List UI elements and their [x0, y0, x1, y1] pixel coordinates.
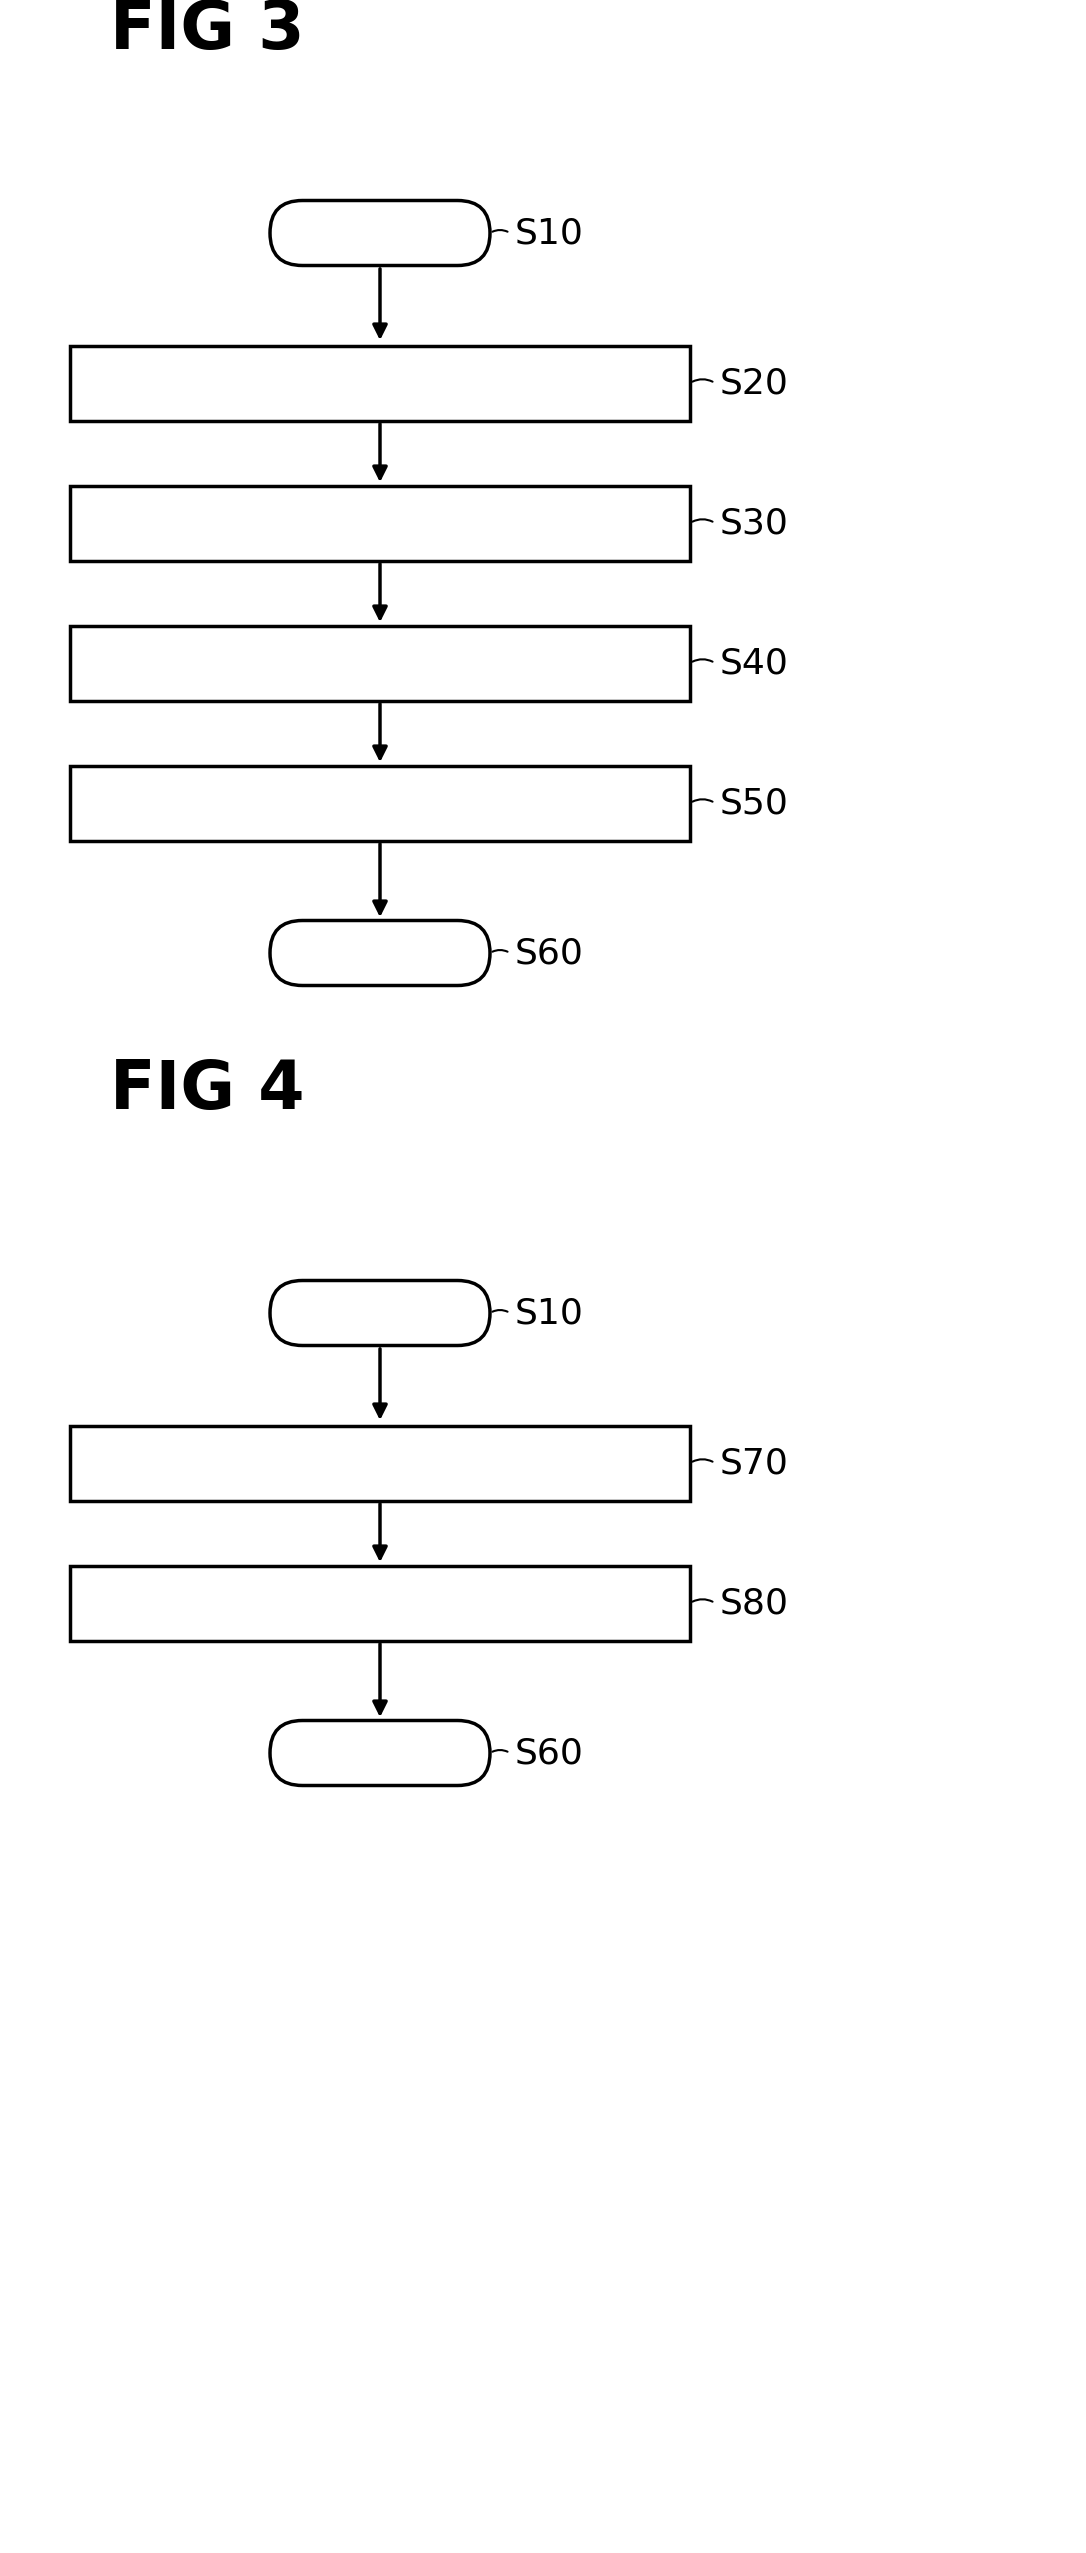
Text: FIG 4: FIG 4 — [110, 1057, 304, 1123]
Bar — [70, 766, 690, 840]
Text: S40: S40 — [720, 646, 788, 679]
Text: S20: S20 — [720, 365, 788, 401]
Bar — [70, 625, 690, 700]
Text: S80: S80 — [720, 1585, 790, 1621]
Text: S10: S10 — [515, 1297, 584, 1330]
FancyBboxPatch shape — [270, 922, 490, 985]
Text: S60: S60 — [515, 1736, 584, 1769]
Bar — [70, 345, 690, 421]
Bar — [70, 1425, 690, 1501]
FancyBboxPatch shape — [270, 202, 490, 266]
Text: S10: S10 — [515, 217, 584, 250]
FancyBboxPatch shape — [270, 1721, 490, 1785]
Text: FIG 3: FIG 3 — [110, 0, 304, 64]
Bar — [70, 485, 690, 562]
FancyBboxPatch shape — [270, 1282, 490, 1345]
Bar — [70, 1565, 690, 1642]
Text: S70: S70 — [720, 1445, 788, 1481]
Text: S60: S60 — [515, 937, 584, 970]
Text: S50: S50 — [720, 786, 788, 820]
Text: S30: S30 — [720, 505, 788, 541]
